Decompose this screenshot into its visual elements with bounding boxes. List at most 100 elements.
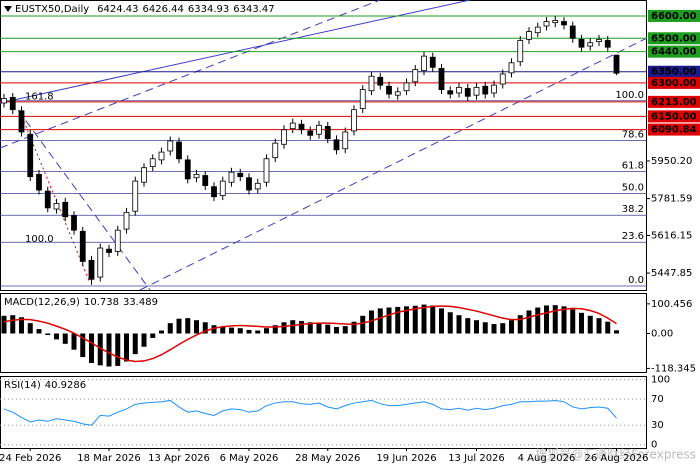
signal-value: 33.489 bbox=[123, 297, 158, 308]
level-box bbox=[648, 123, 700, 136]
candle-body bbox=[482, 85, 489, 95]
macd-bar bbox=[176, 318, 182, 334]
candle-body bbox=[351, 109, 357, 132]
candle-body bbox=[219, 180, 226, 197]
macd-bar bbox=[360, 315, 366, 334]
candle-body bbox=[132, 180, 139, 212]
candle-body bbox=[491, 84, 497, 94]
macd-bar bbox=[80, 333, 86, 358]
candle-body bbox=[106, 248, 112, 253]
candle-body bbox=[36, 173, 42, 191]
candle-body bbox=[123, 211, 130, 230]
y-tick-label: 100 bbox=[651, 375, 670, 386]
y-tick-label: 5447.85 bbox=[651, 268, 692, 279]
candle-body bbox=[176, 141, 182, 160]
menu-icon bbox=[4, 6, 12, 12]
rsi-header: RSI(14) 40.9286 bbox=[4, 380, 86, 391]
fib-label: 23.6 bbox=[622, 231, 644, 242]
candle-body bbox=[333, 139, 340, 151]
macd-bar bbox=[579, 312, 584, 334]
macd-value: 10.738 bbox=[84, 297, 119, 308]
level-box bbox=[648, 32, 700, 45]
candle-body bbox=[71, 215, 77, 231]
candle-body bbox=[526, 31, 532, 40]
macd-bar bbox=[54, 333, 59, 340]
y-tick-label: 5616.15 bbox=[651, 231, 692, 242]
signal-line bbox=[3, 305, 617, 363]
macd-bar bbox=[552, 305, 558, 334]
candle-body bbox=[44, 190, 51, 209]
macd-bar bbox=[465, 318, 471, 334]
macd-bar bbox=[456, 315, 462, 334]
candle-body bbox=[596, 38, 602, 43]
macd-bar bbox=[45, 333, 51, 335]
x-tick-label: 13 Apr 2026 bbox=[148, 453, 210, 464]
candle-body bbox=[456, 86, 462, 94]
macd-bar bbox=[246, 329, 252, 334]
y-tick-label: 0.00 bbox=[651, 328, 673, 339]
macd-bar bbox=[369, 310, 374, 334]
macd-bar bbox=[71, 333, 77, 350]
macd-bar bbox=[561, 306, 567, 334]
fib-label: 0.0 bbox=[628, 275, 644, 286]
candle-body bbox=[508, 62, 515, 74]
macd-bar bbox=[614, 330, 619, 334]
macd-title: MACD(12,26,9) bbox=[4, 297, 80, 308]
macd-bar bbox=[229, 327, 234, 334]
x-tick-label: 6 May 2026 bbox=[220, 453, 279, 464]
x-tick-label: 28 May 2026 bbox=[295, 453, 360, 464]
candle-body bbox=[543, 21, 550, 27]
fib-extension-label: 161.8 bbox=[25, 91, 54, 102]
macd-bar bbox=[325, 324, 331, 334]
candle-body bbox=[167, 140, 174, 152]
level-label: 6600.00 bbox=[651, 11, 697, 22]
fib-label: 61.8 bbox=[622, 160, 644, 171]
macd-bar bbox=[299, 321, 304, 334]
macd-bar bbox=[587, 315, 593, 334]
fib-label: 100.0 bbox=[615, 90, 644, 101]
candle-body bbox=[473, 86, 480, 96]
macd-bar bbox=[159, 330, 164, 334]
candle-body bbox=[561, 21, 567, 26]
level-label: 6090.84 bbox=[651, 125, 697, 136]
open: 6424.43 bbox=[97, 4, 138, 15]
macd-bar bbox=[316, 323, 322, 334]
macd-bar bbox=[220, 326, 226, 334]
candle-body bbox=[429, 56, 436, 68]
macd-bar bbox=[281, 322, 287, 334]
candle-body bbox=[307, 130, 314, 136]
macd-bar bbox=[500, 323, 506, 334]
macd-bar bbox=[421, 304, 427, 334]
watermark: 搜狐号@汇通财经Forexpress bbox=[535, 447, 696, 462]
macd-bar bbox=[395, 306, 401, 334]
candle-body bbox=[359, 89, 366, 109]
macd-bar bbox=[115, 333, 121, 366]
x-tick-label: 13 Jul 2026 bbox=[448, 453, 505, 464]
candle-body bbox=[517, 40, 524, 63]
level-label: 6440.00 bbox=[651, 47, 697, 58]
candle-body bbox=[281, 129, 287, 145]
symbol: EUSTX50,Daily bbox=[15, 4, 89, 15]
candle-body bbox=[342, 131, 349, 150]
candle-body bbox=[79, 230, 86, 262]
macd-bar bbox=[377, 308, 383, 334]
candle-body bbox=[141, 167, 147, 183]
macd-bar bbox=[412, 305, 418, 334]
candle-body bbox=[246, 177, 252, 191]
macd-bar bbox=[482, 322, 488, 334]
macd-bar bbox=[264, 328, 269, 334]
macd-bar bbox=[141, 333, 147, 347]
low: 6334.93 bbox=[188, 4, 229, 15]
x-tick-label: 18 Mar 2026 bbox=[77, 453, 140, 464]
candle-body bbox=[421, 55, 427, 72]
candle-body bbox=[324, 126, 331, 140]
level-label: 6350.00 bbox=[651, 67, 697, 78]
y-tick-label: -118.345 bbox=[651, 363, 696, 374]
level-label: 6150.00 bbox=[651, 111, 697, 122]
candle-body bbox=[578, 38, 585, 48]
x-tick-label: 24 Feb 2026 bbox=[0, 453, 61, 464]
macd-bar bbox=[386, 307, 392, 334]
y-tick-label: 5950.20 bbox=[651, 156, 692, 167]
macd-bar bbox=[255, 330, 261, 334]
macd-bar bbox=[150, 333, 156, 338]
